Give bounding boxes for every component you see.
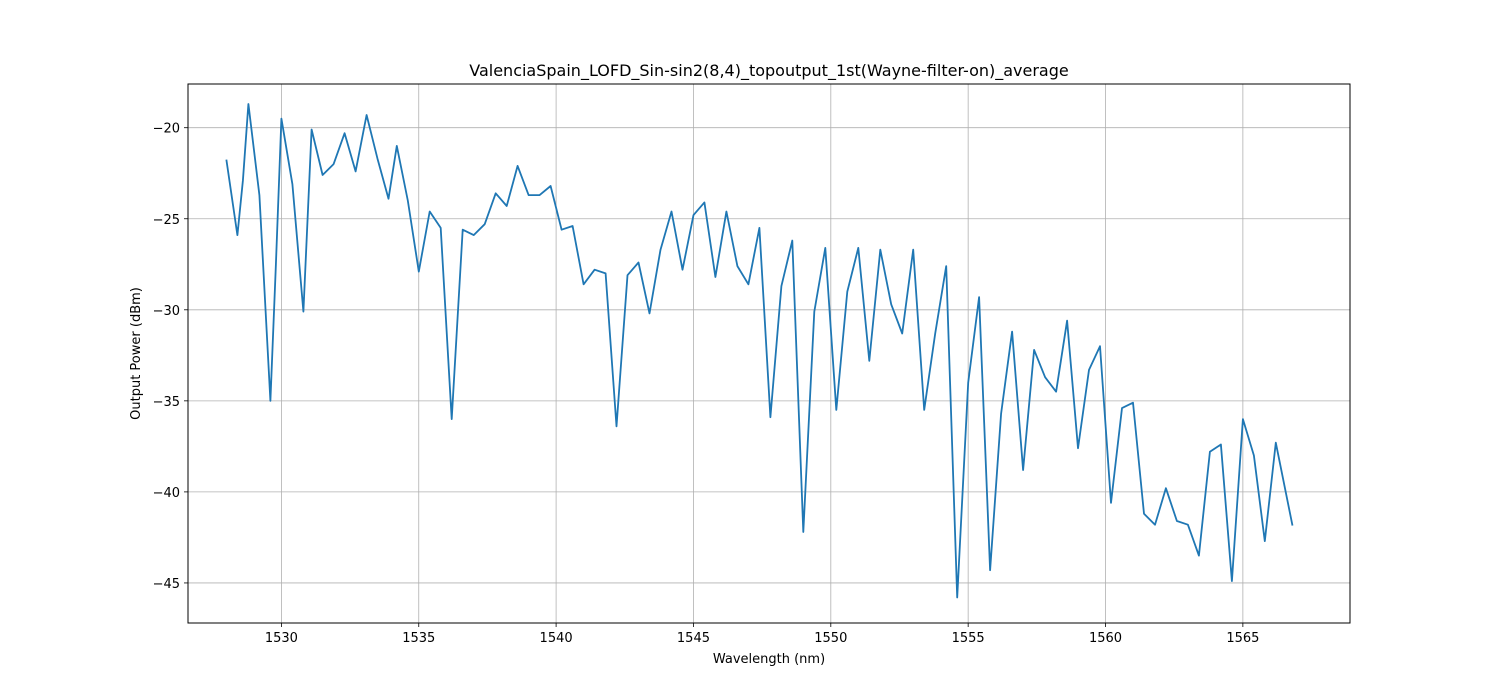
y-tick-label: −25 [153, 213, 180, 228]
x-tick-label: 1550 [814, 631, 847, 646]
y-tick-label: −30 [153, 304, 180, 319]
x-tick-label: 1560 [1089, 631, 1122, 646]
grid [188, 84, 1350, 623]
y-axis-ticks: −45 −40 −35 −30 −25 −20 [153, 122, 188, 592]
series-line-0 [225, 103, 1294, 599]
series-layer [225, 103, 1294, 599]
y-tick-label: −45 [153, 577, 180, 592]
y-tick-label: −35 [153, 395, 180, 410]
x-tick-label: 1545 [677, 631, 710, 646]
y-tick-label: −20 [153, 122, 180, 137]
y-tick-label: −40 [153, 486, 180, 501]
x-axis-ticks: 1530 1535 1540 1545 1550 1555 1560 1565 [265, 623, 1259, 646]
chart-title: ValenciaSpain_LOFD_Sin-sin2(8,4)_topoutp… [469, 61, 1068, 81]
x-tick-label: 1530 [265, 631, 298, 646]
plot-frame [187, 83, 1351, 624]
x-tick-label: 1540 [540, 631, 573, 646]
x-tick-label: 1565 [1226, 631, 1259, 646]
y-axis-title: Output Power (dBm) [129, 287, 144, 420]
x-tick-label: 1555 [952, 631, 985, 646]
x-tick-label: 1535 [402, 631, 435, 646]
x-axis-title: Wavelength (nm) [713, 652, 825, 667]
